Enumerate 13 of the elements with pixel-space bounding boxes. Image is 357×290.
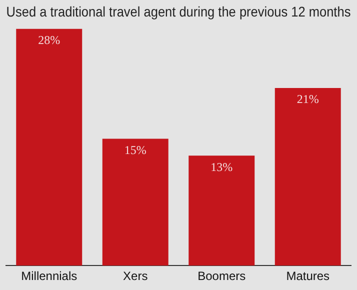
bar bbox=[188, 156, 255, 266]
x-tick-label: Millennials bbox=[21, 269, 78, 284]
bar bbox=[274, 88, 341, 266]
bar bbox=[102, 138, 168, 266]
data-label: 21% bbox=[296, 92, 319, 106]
x-tick-label: Xers bbox=[123, 269, 148, 284]
chart-title: Used a traditional travel agent during the previous 12 months bbox=[6, 4, 351, 20]
data-label: 13% bbox=[210, 160, 233, 174]
x-tick-label: Matures bbox=[286, 269, 330, 284]
data-label: 28% bbox=[38, 32, 60, 47]
bar bbox=[16, 28, 82, 266]
data-label: 15% bbox=[124, 142, 146, 157]
x-tick-label: Boomers bbox=[198, 269, 246, 284]
